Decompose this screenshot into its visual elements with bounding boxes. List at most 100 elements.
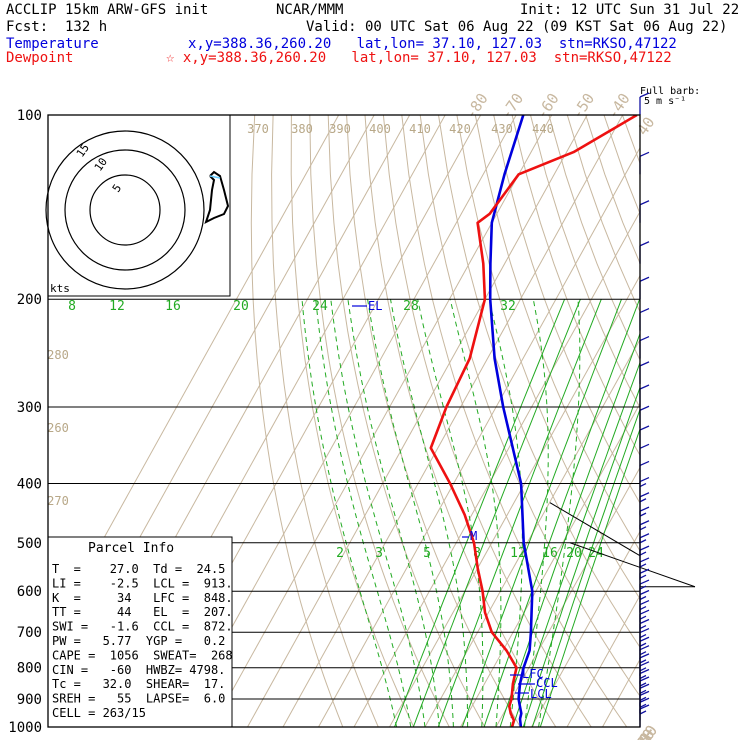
wind-barb-flag [639, 645, 650, 651]
wind-barb-flag [639, 425, 650, 431]
isotherm-line [531, 530, 640, 727]
dry-adiabat-line [290, 115, 415, 727]
mixing-ratio-label: 5 [423, 546, 431, 561]
wind-barb-flag [639, 307, 650, 314]
wind-barb-flag [639, 579, 650, 585]
parcel-info-row: CELL = 263/15 [52, 706, 146, 720]
model-title: ACCLIP 15km ARW-GFS init [6, 2, 209, 18]
theta-label: 410 [409, 122, 431, 136]
isotherm-line [318, 146, 640, 727]
wind-barb-flag [639, 661, 650, 667]
parcel-info-row: Tc = 32.0 SHEAR= 17. [52, 677, 225, 691]
theta-label: 260 [47, 421, 69, 435]
level-mark-label: CCL [536, 676, 558, 690]
wind-barb-flag [639, 384, 650, 390]
wind-barb-flag [639, 704, 650, 710]
wind-barb-flag [639, 545, 650, 551]
hodograph-ring [89, 174, 161, 246]
dry-adiabat-line [309, 115, 450, 727]
dry-adiabat-line [511, 115, 640, 457]
parcel-info-row: T = 27.0 Td = 24.5 [52, 562, 225, 576]
wind-barb-flag [639, 476, 650, 483]
wind-barb-flag [639, 526, 647, 531]
dry-adiabat-line [548, 115, 640, 361]
pressure-tick-label: 500 [17, 536, 42, 552]
wind-barb-flag [639, 674, 647, 680]
pressure-tick-label: 200 [17, 292, 42, 308]
dry-adiabat-line [250, 115, 344, 727]
parcel-info-row: SWI = -1.6 CCL = 872. [52, 620, 233, 634]
wind-barb-flag [639, 697, 650, 703]
wind-barb-flag [639, 667, 647, 672]
hodograph-units: kts [50, 282, 70, 295]
wind-barb-flag [639, 618, 650, 625]
mixing-ratio-label: 16 [165, 299, 181, 314]
pressure-tick-label: 100 [17, 108, 42, 124]
mixing-ratio-label: 28 [403, 299, 419, 314]
pressure-tick-label: 1000 [8, 720, 42, 736]
dry-adiabat-line [327, 115, 486, 727]
diagram-edge-line [549, 502, 641, 557]
wind-barb-flag [639, 557, 650, 563]
isotherm-line [495, 466, 640, 727]
wind-barb-flag [639, 568, 650, 574]
wind-barb-flag [639, 551, 647, 556]
wind-barb-flag [639, 241, 650, 247]
parcel-info-row: CIN = -60 HWBZ= 4798. [52, 663, 225, 677]
barb-legend-1: Full barb: [640, 86, 701, 97]
pressure-tick-label: 300 [17, 400, 42, 416]
dry-adiabat-line [474, 115, 640, 552]
wind-barb-flag [639, 533, 650, 539]
theta-label: 390 [329, 122, 351, 136]
isotherm-label: 0 [636, 729, 656, 740]
parcel-info-row: TT = 44 EL = 207. [52, 605, 233, 619]
org-label: NCAR/MMM [276, 2, 344, 18]
hodograph-storm-motion [209, 175, 221, 179]
moist-adiabat-line [301, 299, 398, 727]
sounding-profiles [429, 115, 638, 727]
wind-barb-flag [639, 482, 647, 488]
dry-adiabat-line [438, 115, 640, 649]
parcel-info-row: SREH = 55 LAPSE= 6.0 [52, 692, 225, 706]
mixing-ratio-label: 20 [233, 299, 249, 314]
mixing-ratio-label: 3 [375, 546, 383, 561]
wind-barb-flag [639, 676, 650, 682]
pressure-tick-label: 400 [17, 476, 42, 492]
temperature-location: x,y=388.36,260.20 lat,lon= 37.10, 127.03… [188, 36, 677, 52]
isotherm-line [389, 274, 640, 727]
parcel-info-rows: T = 27.0 Td = 24.5LI = -2.5 LCL = 913.K … [52, 562, 233, 720]
init-time: Init: 12 UTC Sun 31 Jul 22 [520, 2, 740, 18]
level-mark-label: M [470, 529, 477, 543]
wind-barb-flag [639, 633, 647, 639]
isotherm-line [353, 210, 640, 727]
dry-adiabat-line [493, 115, 640, 505]
dry-adiabat-line [346, 115, 521, 727]
mixing-ratio-label: 24 [588, 546, 604, 561]
wind-barb-flag [639, 689, 647, 694]
mixing-ratio-label: 16 [542, 546, 558, 561]
level-mark-label: LCL [530, 687, 552, 701]
level-mark-label: LFC [522, 667, 544, 681]
hodograph-ring [45, 130, 205, 290]
wind-barb-flag [639, 405, 650, 411]
wind-barb-flag [639, 651, 647, 656]
forecast-hour: Fcst: 132 h [6, 19, 108, 35]
mixing-ratio-label: 12 [510, 546, 526, 561]
theta-label: 420 [449, 122, 471, 136]
dry-adiabat-line [456, 115, 640, 600]
wind-barb-flag [639, 443, 650, 449]
wind-barb-flag [639, 200, 650, 206]
theta-label: 440 [532, 122, 554, 136]
wind-barb-flag [639, 151, 650, 157]
wind-barb-flag [639, 668, 650, 675]
wind-barb-flag [639, 460, 650, 467]
wind-barb-flag [639, 92, 650, 98]
wind-barb-flag [639, 682, 647, 687]
wind-barb-flag [639, 335, 650, 342]
theta-label: 280 [47, 348, 69, 362]
diagram-edge-line [569, 542, 696, 588]
pressure-tick-label: 800 [17, 661, 42, 677]
dry-adiabat-line [401, 115, 628, 727]
